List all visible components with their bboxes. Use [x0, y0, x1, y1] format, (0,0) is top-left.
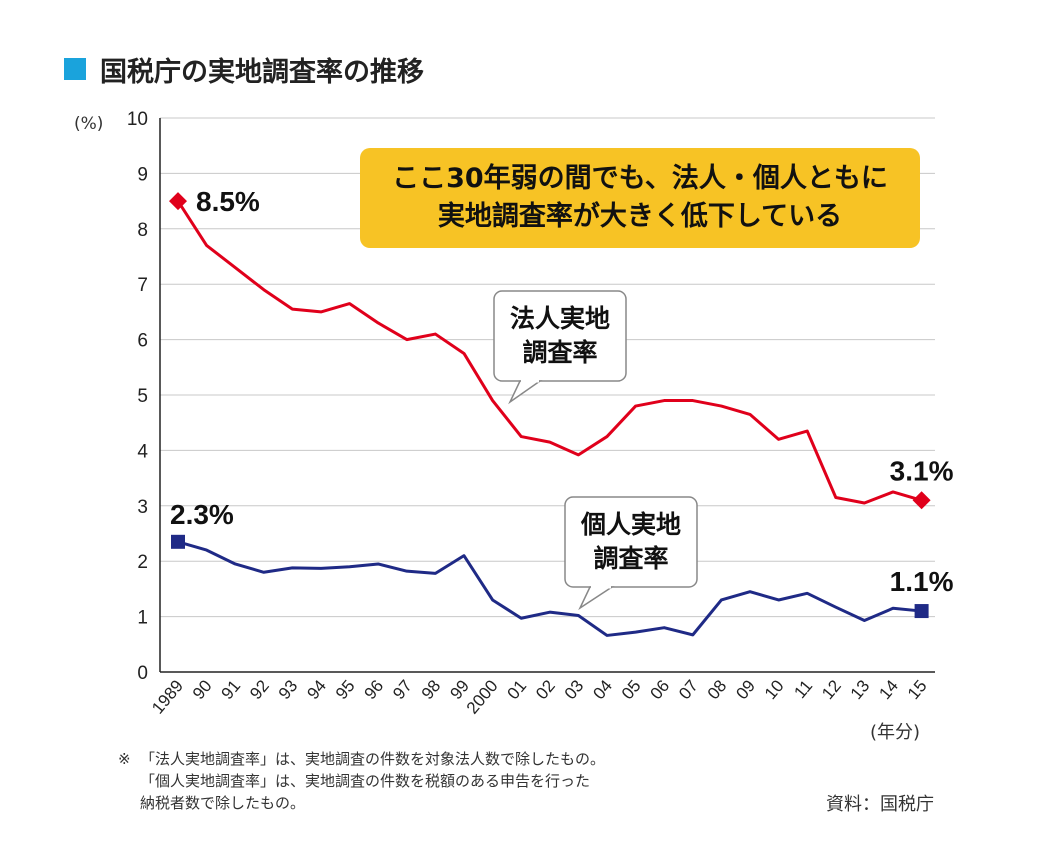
x-tick-label: 04: [589, 676, 616, 703]
chart-title: 国税庁の実地調査率の推移: [100, 57, 424, 88]
x-tick-label: 10: [761, 676, 788, 703]
series-tag-pointer: [508, 380, 543, 405]
x-tick-label: 90: [189, 676, 216, 703]
series-tag-pointer: [578, 586, 615, 611]
x-tick-label: 05: [618, 676, 645, 703]
series-tag-box: [493, 290, 627, 382]
x-tick-label: 95: [332, 676, 359, 703]
x-tick-label: 96: [361, 676, 388, 703]
y-tick-label: 3: [137, 497, 148, 518]
first-value-label: 2.3%: [170, 499, 234, 530]
series-tag-label: 法人実地: [510, 304, 610, 333]
data-point-marker: [912, 491, 931, 510]
x-tick-label: 07: [675, 676, 702, 703]
x-tick-label: 11: [790, 676, 816, 702]
y-tick-label: 8: [137, 220, 148, 241]
y-tick-label: 9: [137, 164, 148, 185]
title-square-icon: [64, 58, 86, 80]
x-tick-label: 93: [275, 676, 302, 703]
y-tick-labels: 0 1 2 3 4 5 6 7 8 9 10: [127, 109, 149, 684]
y-tick-label: 1: [137, 608, 148, 629]
note-mark: ※: [118, 750, 131, 768]
axes: [159, 118, 935, 673]
x-tick-label: 94: [303, 676, 330, 703]
callout-box: ここ30年弱の間でも、法人・個人ともに 実地調査率が大きく低下している: [360, 148, 920, 248]
end-labels: 8.5% 3.1% 2.3% 1.1%: [170, 186, 954, 597]
x-tick-label: 91: [218, 676, 245, 703]
x-tick-label: 98: [418, 676, 445, 703]
series-line: [176, 200, 923, 505]
series-lines: [169, 192, 931, 637]
y-tick-label: 5: [137, 386, 148, 407]
series-tag-label: 調査率: [522, 338, 597, 367]
x-tick-label: 01: [504, 676, 531, 703]
x-tick-label: 97: [389, 676, 416, 703]
series-tag-box: [564, 496, 698, 588]
x-tick-label: 15: [904, 676, 931, 703]
y-axis-unit: (%): [74, 114, 104, 134]
callout-line-1: ここ30年弱の間でも、法人・個人ともに: [392, 163, 888, 194]
last-value-label: 1.1%: [890, 566, 954, 597]
y-tick-label: 2: [137, 552, 148, 573]
x-axis-unit: (年分): [870, 722, 921, 743]
y-tick-label: 4: [137, 441, 148, 462]
callout-line-2: 実地調査率が大きく低下している: [437, 201, 843, 232]
x-tick-label: 13: [847, 676, 874, 703]
source-credit: 資料：国税庁: [826, 794, 934, 815]
data-point-marker: [171, 534, 185, 549]
x-tick-label: 02: [532, 676, 559, 703]
footnotes: ※ 「法人実地調査率」は、実地調査の件数を対象法人数で除したもの。 「個人実地調…: [118, 748, 606, 814]
data-point-marker: [914, 604, 929, 619]
y-tick-label: 0: [137, 663, 148, 684]
note-line-3: 納税者数で除したもの。: [140, 794, 306, 812]
last-value-label: 3.1%: [890, 455, 954, 486]
first-value-label: 8.5%: [196, 186, 260, 217]
series-tag-label: 調査率: [593, 544, 668, 573]
series-line: [177, 540, 922, 637]
y-tick-label: 7: [137, 275, 148, 296]
x-tick-label: 14: [875, 676, 902, 703]
x-tick-label: 12: [818, 676, 845, 703]
x-tick-label: 09: [732, 676, 759, 703]
x-tick-label: 03: [561, 676, 588, 703]
note-line-2: 「個人実地調査率」は、実地調査の件数を税額のある申告を行った: [140, 772, 591, 790]
x-tick-label: 08: [704, 676, 731, 703]
x-tick-label: 92: [246, 676, 273, 703]
series-tag-label: 個人実地: [580, 510, 681, 539]
note-line-1: 「法人実地調査率」は、実地調査の件数を対象法人数で除したもの。: [140, 750, 606, 768]
y-tick-label: 10: [127, 109, 148, 130]
x-tick-label: 1989: [148, 676, 187, 717]
data-point-marker: [169, 192, 187, 211]
x-tick-label: 2000: [463, 676, 502, 717]
x-tick-label: 06: [647, 676, 674, 703]
y-tick-label: 6: [137, 331, 148, 352]
